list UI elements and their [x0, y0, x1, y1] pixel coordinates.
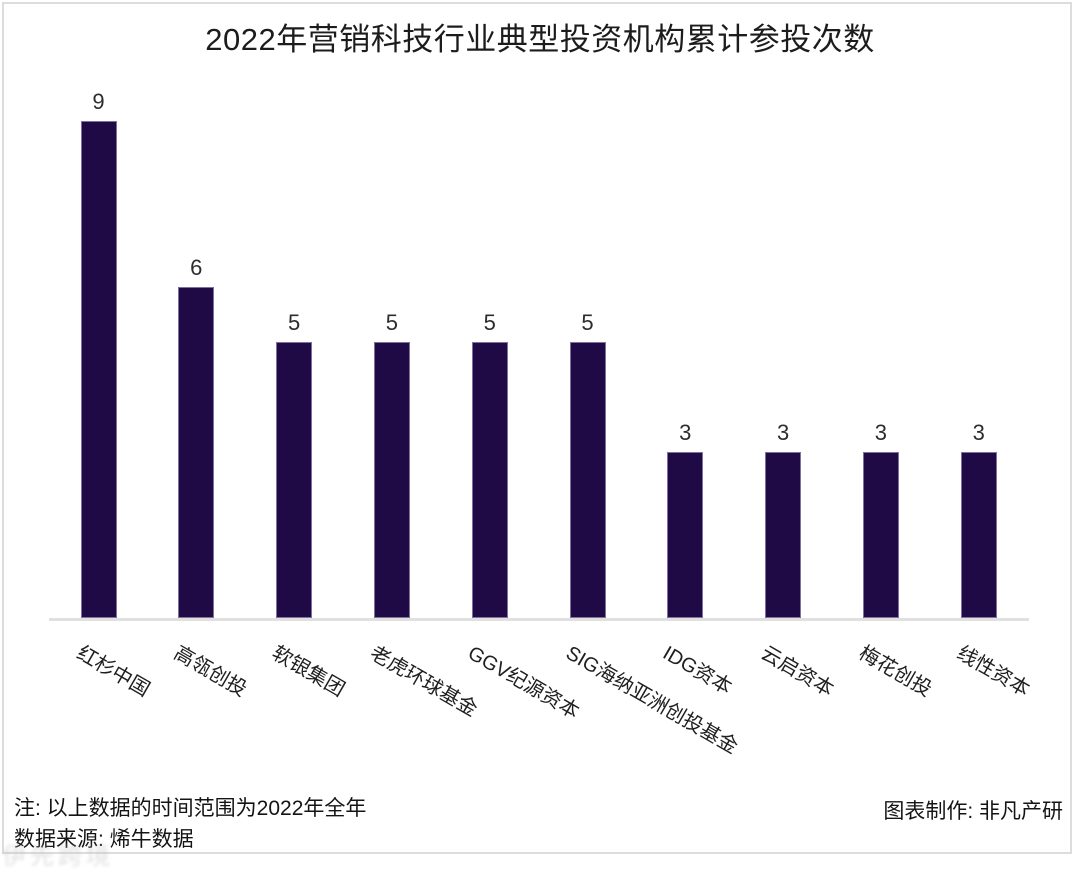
- bar: [765, 452, 802, 618]
- bar-category-label: 梅花创投: [854, 642, 936, 702]
- bar-value-label: 3: [679, 420, 692, 446]
- bar: [569, 342, 606, 618]
- bar-category-label: 高瓴创投: [170, 642, 251, 702]
- bar-value-label: 5: [581, 310, 594, 335]
- bar-category-label: 线性资本: [952, 642, 1033, 702]
- footer-notes: 注: 以上数据的时间范围为2022年全年 数据来源: 烯牛数据: [14, 793, 366, 855]
- bar: [667, 452, 704, 618]
- bar-category-label: IDG资本: [659, 642, 736, 700]
- bar: [276, 342, 313, 618]
- bar-value-label: 3: [874, 420, 888, 446]
- bar-category-label: 云启资本: [757, 642, 838, 702]
- bar: [960, 452, 997, 618]
- bar-value-label: 5: [483, 310, 496, 335]
- bar: [373, 342, 410, 618]
- credit-text: 图表制作: 非凡产研: [883, 800, 1063, 823]
- bar-value-label: 6: [190, 254, 203, 280]
- bar-value-label: 5: [385, 310, 399, 335]
- bar-value-label: 9: [92, 89, 105, 115]
- bar: [178, 286, 215, 618]
- note-data-source: 数据来源: 烯牛数据: [14, 828, 194, 851]
- bar-value-label: 3: [972, 420, 985, 446]
- bar-category-label: 红杉中国: [72, 642, 153, 702]
- bar-value-label: 5: [287, 310, 301, 335]
- watermark: 伊先跨境: [2, 843, 114, 870]
- bar-value-label: 3: [776, 420, 790, 446]
- x-axis-line: [49, 618, 1029, 621]
- bar: [80, 121, 117, 618]
- note-time-range: 注: 以上数据的时间范围为2022年全年: [14, 797, 367, 820]
- bar-category-label: 软银集团: [268, 642, 349, 702]
- bar: [471, 342, 508, 618]
- bar-category-label: 老虎环球基金: [365, 642, 481, 722]
- bar: [862, 452, 899, 618]
- bar-category-label: SIG海纳亚洲创投基金: [561, 642, 741, 759]
- chart-title: 2022年营销科技行业典型投资机构累计参投次数: [205, 22, 875, 57]
